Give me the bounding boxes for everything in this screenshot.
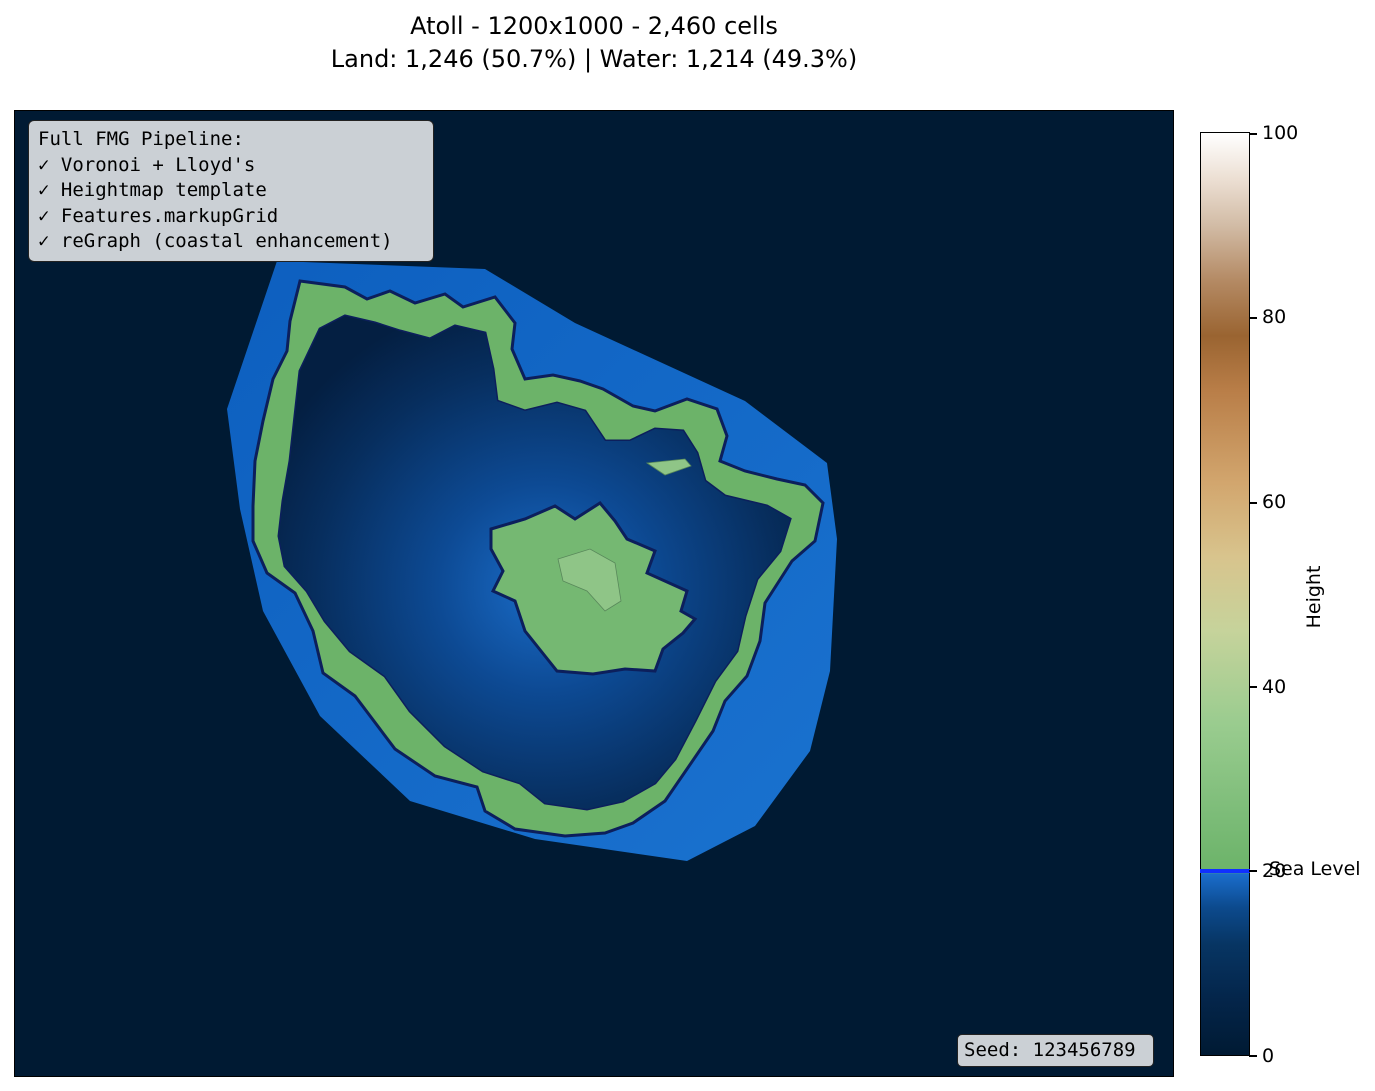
central-highland xyxy=(557,548,622,612)
sea-level-label: Sea Level xyxy=(1269,858,1361,880)
pipeline-line: Full FMG Pipeline: xyxy=(38,128,244,150)
heightmap-svg xyxy=(227,261,837,861)
colorbar-tick-label: 100 xyxy=(1262,122,1299,144)
colorbar-tick xyxy=(1249,686,1257,688)
pipeline-info-box: Full FMG Pipeline: ✓ Voronoi + Lloyd's ✓ H… xyxy=(28,120,434,262)
colorbar-tick-label: 0 xyxy=(1262,1045,1275,1067)
colorbar-axis-label: Height xyxy=(1303,565,1325,629)
pipeline-line: ✓ Features.markupGrid xyxy=(38,204,279,227)
heightmap-view[interactable] xyxy=(14,110,1174,1077)
colorbar-tick-label: 40 xyxy=(1262,676,1287,698)
seed-badge: Seed: 123456789 xyxy=(957,1034,1154,1067)
colorbar-tick-label: 20 xyxy=(1262,860,1287,882)
colorbar-tick xyxy=(1249,502,1257,504)
colorbar-tick-label: 60 xyxy=(1262,491,1287,513)
colorbar-tick xyxy=(1249,870,1257,872)
sea-level-line xyxy=(1200,869,1250,873)
colorbar-tick-label: 80 xyxy=(1262,306,1287,328)
pipeline-line: ✓ Heightmap template xyxy=(38,179,267,201)
colorbar-tick xyxy=(1249,1055,1257,1057)
pipeline-line: ✓ Voronoi + Lloyd's xyxy=(38,153,256,176)
map-title: Atoll - 1200x1000 - 2,460 cells xyxy=(410,12,778,40)
map-subtitle: Land: 1,246 (50.7%) | Water: 1,214 (49.3… xyxy=(330,45,858,73)
height-colorbar xyxy=(1200,132,1250,1056)
ring-highland xyxy=(645,458,692,476)
colorbar-tick xyxy=(1249,317,1257,319)
colorbar-tick xyxy=(1249,133,1257,135)
pipeline-line: ✓ reGraph (coastal enhancement) xyxy=(38,230,393,252)
